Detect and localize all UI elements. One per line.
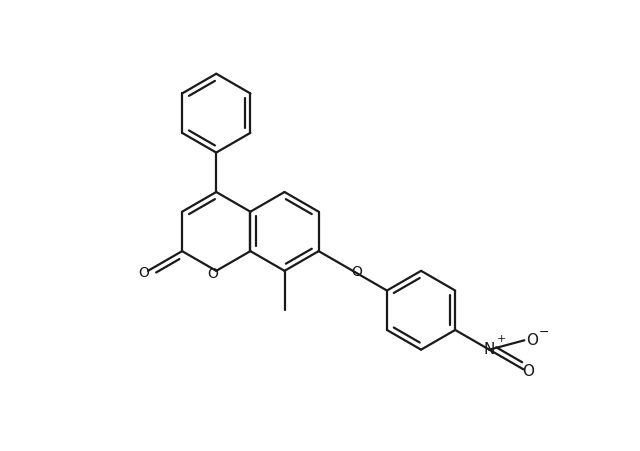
Text: N: N (484, 342, 495, 357)
Text: +: + (497, 335, 507, 345)
Text: O: O (138, 266, 148, 280)
Text: O: O (526, 332, 538, 348)
Text: O: O (522, 364, 534, 379)
Text: O: O (351, 265, 362, 279)
Text: O: O (207, 267, 218, 281)
Text: −: − (539, 326, 550, 339)
